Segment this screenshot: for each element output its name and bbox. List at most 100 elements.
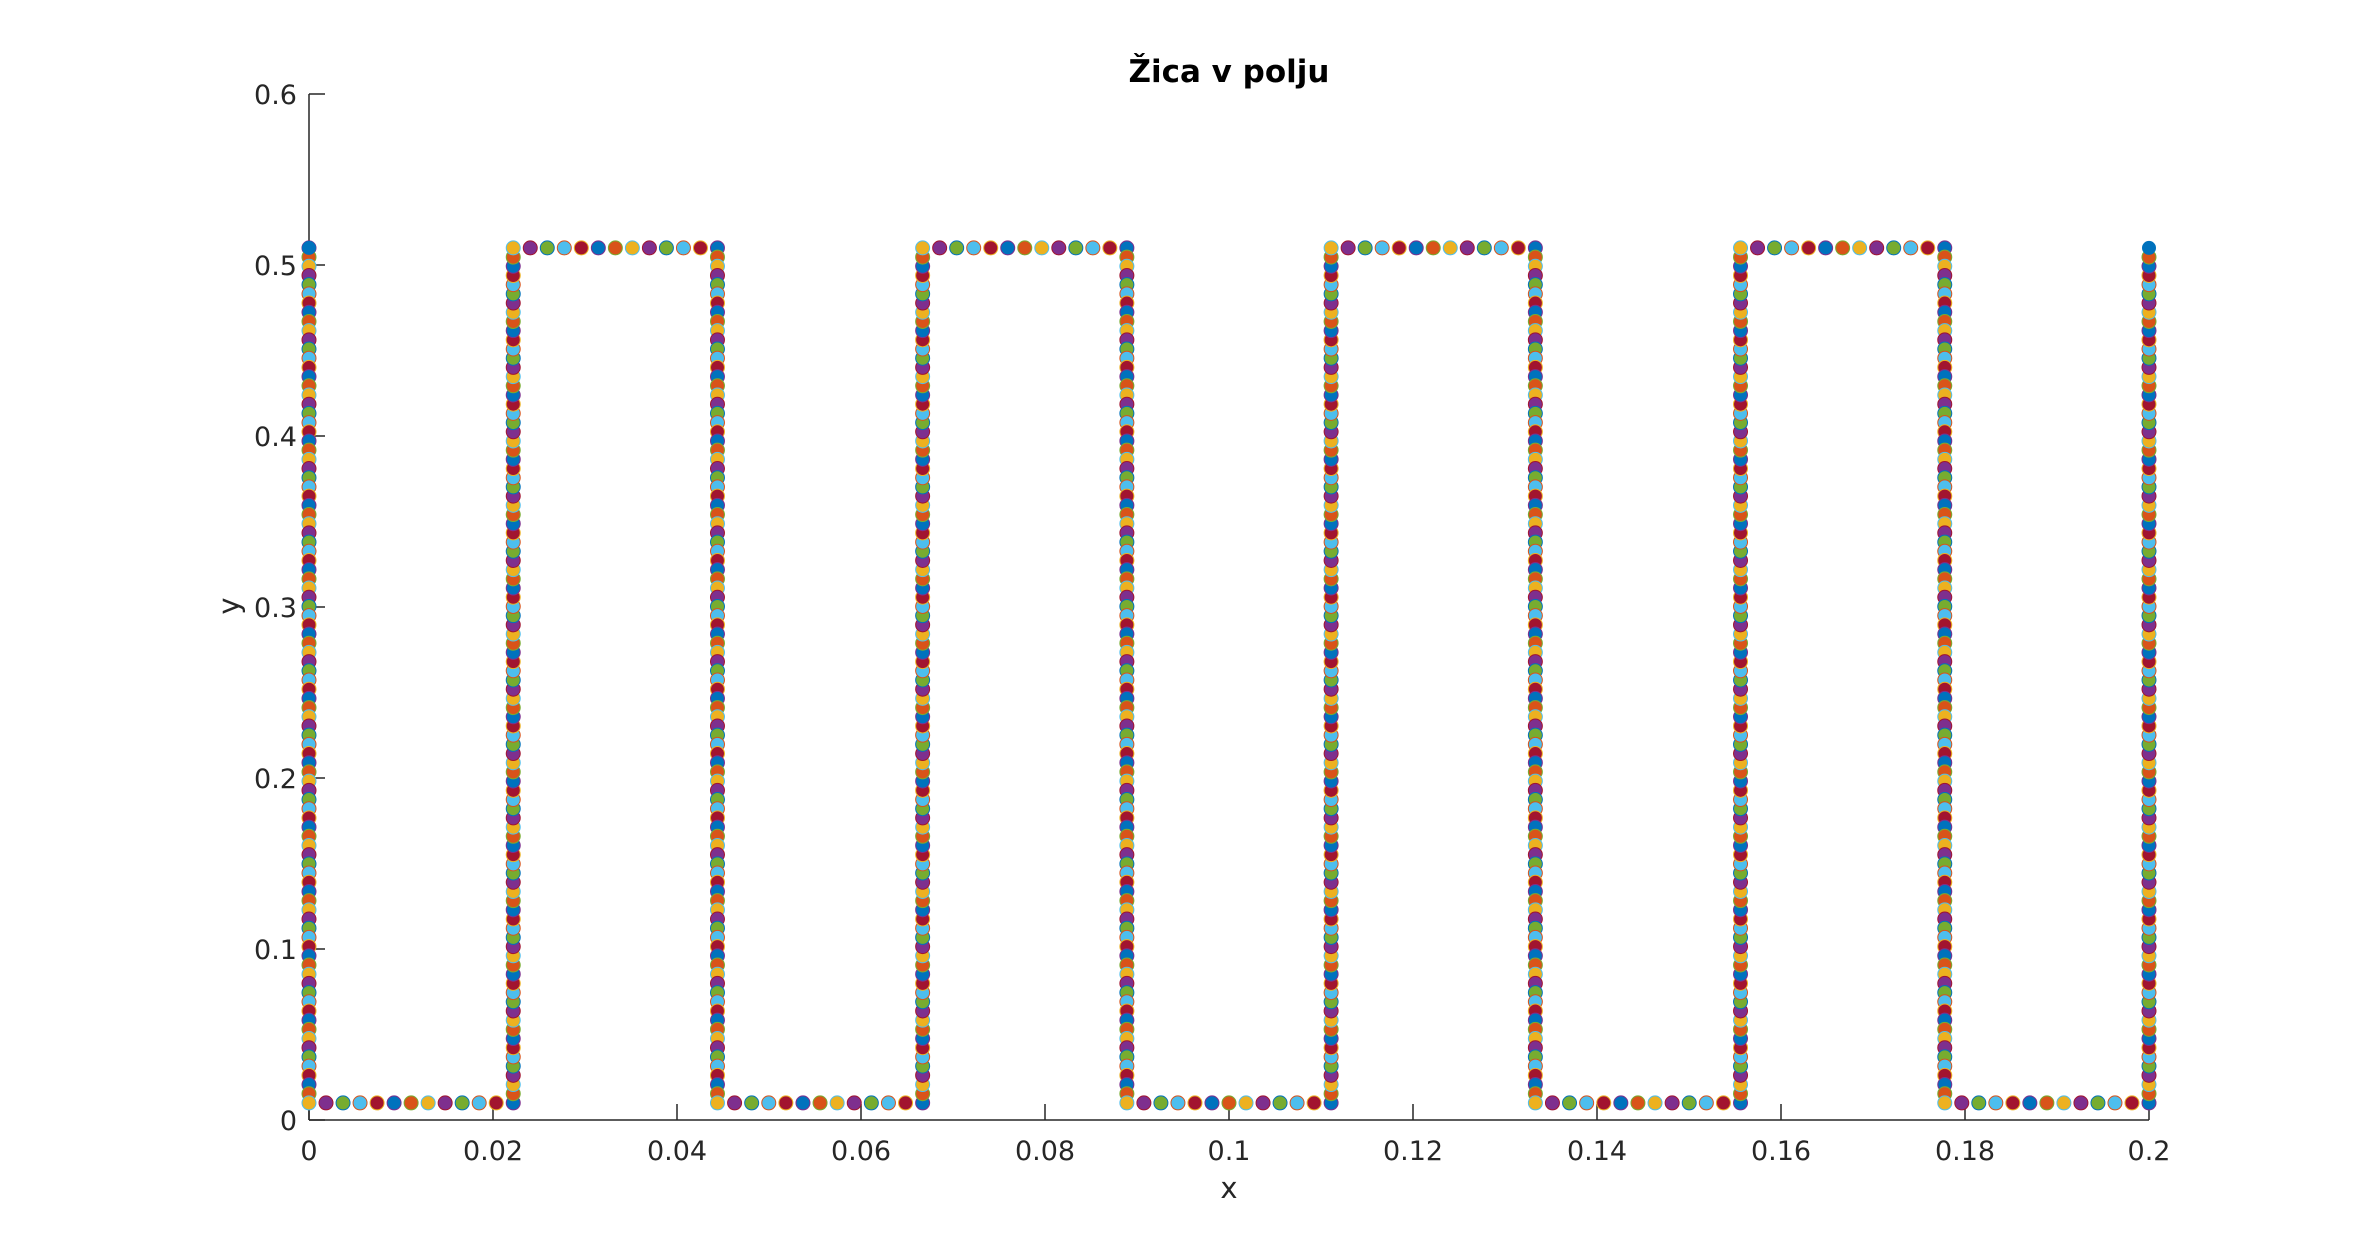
data-point xyxy=(2056,1095,2072,1111)
data-point xyxy=(2142,240,2156,255)
data-point xyxy=(932,240,948,256)
data-point xyxy=(983,240,999,256)
data-point xyxy=(1852,240,1868,256)
data-point xyxy=(1323,240,1339,256)
data-point xyxy=(1442,240,1458,256)
data-point xyxy=(898,1095,914,1111)
data-point xyxy=(1408,240,1424,256)
data-point xyxy=(1818,240,1834,256)
data-point xyxy=(1647,1095,1663,1111)
data-point xyxy=(2005,1095,2021,1111)
data-point xyxy=(1835,240,1851,256)
data-point xyxy=(1715,1095,1731,1111)
data-point xyxy=(454,1095,470,1111)
data-point xyxy=(727,1095,743,1111)
data-point xyxy=(403,1095,419,1111)
data-point xyxy=(437,1095,453,1111)
data-point xyxy=(1238,1095,1254,1111)
y-tick-label: 0.6 xyxy=(254,80,297,111)
data-point xyxy=(352,1095,368,1111)
y-axis-label: y xyxy=(212,597,246,614)
data-point xyxy=(1493,240,1509,256)
data-point xyxy=(301,1095,317,1111)
data-point xyxy=(709,1095,725,1111)
data-point xyxy=(1988,1095,2004,1111)
data-point xyxy=(1153,1095,1169,1111)
data-point xyxy=(915,240,931,256)
chart-title: Žica v polju xyxy=(1128,54,1329,90)
data-point xyxy=(1767,240,1783,256)
data-point xyxy=(1562,1095,1578,1111)
data-point xyxy=(1459,240,1475,256)
data-point xyxy=(1971,1095,1987,1111)
data-point xyxy=(778,1095,794,1111)
data-point xyxy=(949,240,965,256)
x-tick-label: 0.12 xyxy=(1383,1136,1443,1167)
data-point xyxy=(880,1095,896,1111)
data-point xyxy=(318,1095,334,1111)
data-point xyxy=(1886,240,1902,256)
data-point xyxy=(1801,240,1817,256)
data-point xyxy=(556,240,572,256)
data-point xyxy=(471,1095,487,1111)
x-tick-label: 0.06 xyxy=(831,1136,891,1167)
x-tick-label: 0.14 xyxy=(1567,1136,1627,1167)
data-point xyxy=(1204,1095,1220,1111)
y-tick-label: 0.3 xyxy=(254,593,297,624)
data-point xyxy=(1085,240,1101,256)
data-point xyxy=(1221,1095,1237,1111)
data-point xyxy=(675,240,691,256)
data-point xyxy=(1051,240,1067,256)
data-point xyxy=(573,240,589,256)
data-point xyxy=(1187,1095,1203,1111)
data-point xyxy=(1119,1095,1135,1111)
data-point xyxy=(1476,240,1492,256)
data-point xyxy=(1000,240,1016,256)
data-point xyxy=(658,240,674,256)
data-point xyxy=(302,240,316,255)
data-point xyxy=(795,1095,811,1111)
data-point xyxy=(2073,1095,2089,1111)
data-point xyxy=(1102,240,1118,256)
data-point xyxy=(1920,240,1936,256)
data-point xyxy=(2090,1095,2106,1111)
data-point xyxy=(1170,1095,1186,1111)
data-point xyxy=(1954,1095,1970,1111)
data-point xyxy=(829,1095,845,1111)
data-point xyxy=(1664,1095,1680,1111)
x-tick-label: 0 xyxy=(300,1136,317,1167)
data-point xyxy=(1630,1095,1646,1111)
data-point xyxy=(590,240,606,256)
data-point xyxy=(488,1095,504,1111)
y-tick-label: 0.2 xyxy=(254,764,297,795)
data-point xyxy=(1579,1095,1595,1111)
data-point xyxy=(1306,1095,1322,1111)
data-point xyxy=(1340,240,1356,256)
data-point xyxy=(2124,1095,2140,1111)
x-tick-label: 0.2 xyxy=(2128,1136,2171,1167)
y-tick-label: 0.4 xyxy=(254,422,297,453)
data-point xyxy=(863,1095,879,1111)
data-point xyxy=(1425,240,1441,256)
data-point xyxy=(2039,1095,2055,1111)
y-tick-label: 0.1 xyxy=(254,935,297,966)
data-point xyxy=(1255,1095,1271,1111)
y-tick-label: 0 xyxy=(280,1106,297,1137)
data-point xyxy=(505,240,521,256)
data-point xyxy=(812,1095,828,1111)
data-point xyxy=(522,240,538,256)
data-point xyxy=(1544,1095,1560,1111)
x-tick-label: 0.16 xyxy=(1751,1136,1811,1167)
x-axis-label: x xyxy=(1220,1171,1237,1205)
data-point xyxy=(539,240,555,256)
data-point xyxy=(1733,240,1749,256)
data-points xyxy=(301,240,2157,1111)
data-point xyxy=(1596,1095,1612,1111)
data-point xyxy=(1750,240,1766,256)
data-point xyxy=(1903,240,1919,256)
data-point xyxy=(420,1095,436,1111)
data-point xyxy=(1017,240,1033,256)
x-tick-label: 0.08 xyxy=(1015,1136,1075,1167)
y-tick-label: 0.5 xyxy=(254,251,297,282)
